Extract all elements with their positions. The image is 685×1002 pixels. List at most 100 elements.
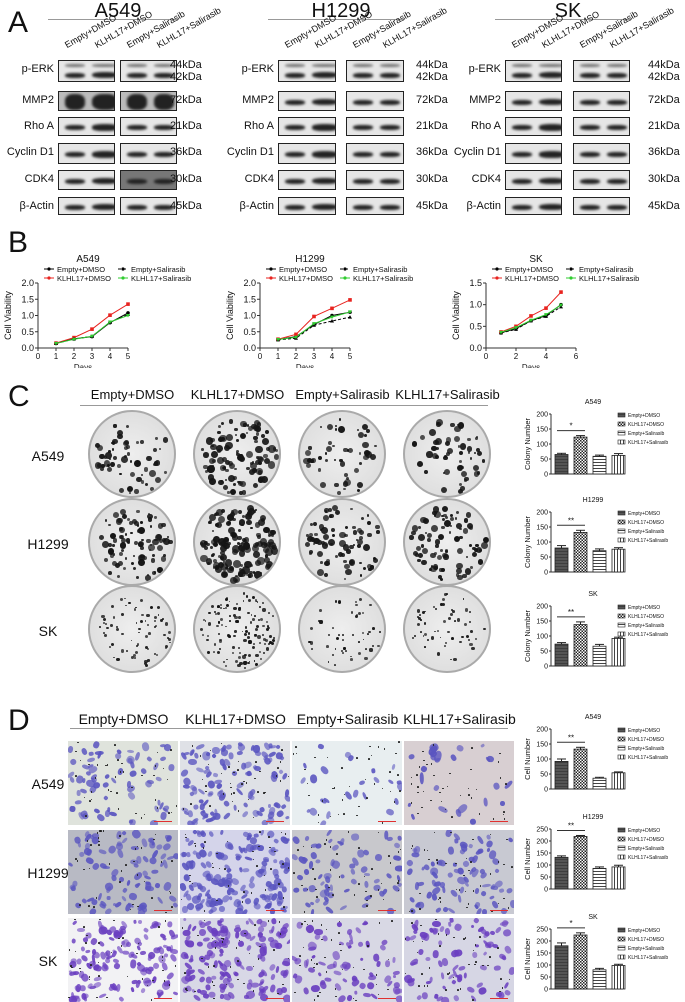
stained-cell: [151, 869, 159, 874]
membrane-pore: [325, 839, 328, 841]
colony: [472, 546, 476, 550]
membrane-pore: [282, 863, 284, 865]
protein-band: [607, 178, 627, 184]
membrane-pore: [68, 996, 70, 999]
blot-strip: [346, 197, 404, 215]
protein-band: [127, 64, 147, 67]
bar: [554, 643, 569, 667]
protein-band: [380, 64, 400, 67]
stained-cell: [352, 788, 360, 798]
protein-band: [312, 203, 335, 211]
membrane-pore: [86, 934, 88, 937]
colony: [464, 608, 469, 612]
legend-marker: [569, 267, 573, 271]
colony: [252, 617, 256, 621]
colony: [162, 437, 169, 444]
data-point: [312, 322, 316, 326]
membrane-pore: [507, 907, 510, 909]
row-header: H1299: [27, 536, 69, 552]
colony: [304, 449, 312, 457]
stained-cell: [440, 997, 450, 1002]
stained-cell: [285, 936, 290, 945]
stained-cell: [373, 884, 381, 891]
colony: [481, 459, 486, 463]
y-tick-label: 150: [536, 742, 548, 749]
stained-cell: [235, 787, 244, 797]
stained-cell: [454, 922, 464, 932]
membrane-pore: [83, 868, 85, 871]
cell-line-title: H1299: [311, 0, 371, 22]
stained-cell: [430, 860, 436, 867]
significance-marker: *: [569, 422, 572, 431]
membrane-pore: [137, 905, 139, 908]
legend-label: Empty+Salirasib: [628, 529, 664, 535]
colony: [242, 515, 245, 518]
legend-marker: [343, 276, 347, 280]
y-tick-label: 0.5: [469, 321, 482, 331]
colony: [261, 624, 265, 628]
colony: [143, 467, 148, 472]
colony: [456, 567, 463, 574]
legend-label: Empty+DMSO: [628, 828, 660, 834]
membrane-pore: [378, 922, 381, 924]
colony: [338, 539, 346, 547]
colony: [135, 651, 139, 655]
colony: [149, 486, 155, 492]
colony: [258, 641, 261, 644]
protein-band: [380, 204, 400, 210]
colony: [359, 598, 363, 602]
stained-cell: [455, 744, 465, 754]
legend-swatch: [617, 439, 626, 445]
membrane-pore: [259, 945, 261, 948]
blot-strip: [58, 60, 115, 82]
colony: [265, 446, 270, 451]
stained-cell: [354, 925, 363, 935]
protein-band: [607, 64, 627, 67]
membrane-pore: [470, 797, 473, 799]
membrane-pore: [277, 767, 279, 769]
membrane-pore: [95, 897, 98, 899]
blot-strip: [120, 143, 177, 164]
colony: [248, 632, 251, 635]
stained-cell: [245, 944, 252, 952]
colony: [200, 541, 204, 545]
colony: [343, 448, 348, 453]
colony: [415, 545, 421, 551]
protein-band: [92, 94, 114, 110]
stained-cell: [126, 879, 132, 887]
y-tick-label: 0: [544, 787, 548, 794]
colony: [121, 632, 124, 635]
membrane-pore: [487, 964, 489, 967]
colony: [154, 539, 157, 542]
bar: [592, 455, 607, 475]
stained-cell: [89, 985, 97, 990]
y-tick-label: 250: [536, 927, 548, 934]
colony: [440, 603, 443, 606]
legend-label: KLHL17+Salirasib: [628, 855, 668, 861]
colony: [454, 426, 461, 433]
stained-cell: [447, 907, 456, 914]
colony: [362, 638, 365, 641]
membrane-pore: [214, 947, 217, 949]
colony: [452, 610, 456, 614]
membrane-pore: [388, 855, 390, 857]
membrane-pore: [107, 789, 110, 791]
transwell-micrograph-sk: [404, 918, 514, 1002]
legend-label: KLHL17+DMSO: [628, 737, 664, 743]
stained-cell: [303, 835, 310, 842]
stained-cell: [116, 848, 125, 859]
colony: [226, 513, 234, 521]
colony: [455, 511, 459, 515]
membrane-pore: [108, 863, 111, 865]
colony: [426, 639, 429, 641]
legend-label: Empty+Salirasib: [628, 946, 664, 952]
membrane-pore: [184, 833, 187, 836]
colony: [165, 644, 169, 648]
colony: [224, 625, 227, 628]
stained-cell: [333, 969, 342, 976]
membrane-pore: [96, 764, 99, 766]
protein-band: [312, 71, 335, 79]
colony: [145, 455, 152, 462]
colony: [219, 648, 222, 651]
